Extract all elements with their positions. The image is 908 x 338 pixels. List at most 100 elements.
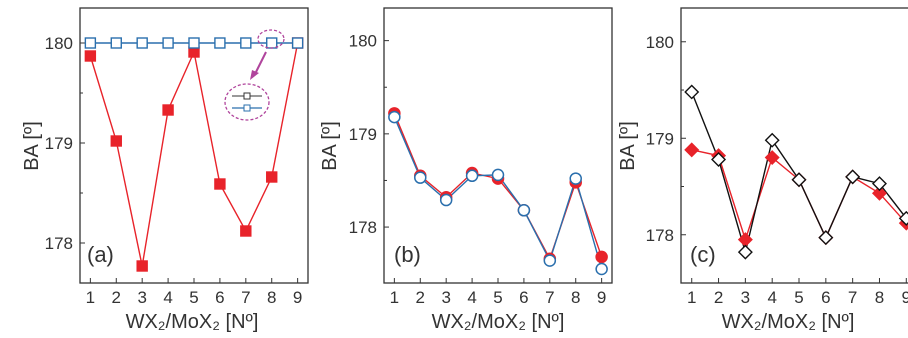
panel-b-series-1-point [595, 250, 608, 264]
callout-legend-marker-1 [243, 92, 251, 100]
panel-a: (a) BA [º] WX₂/MoX₂ [Nº] 1 2 3 4 5 6 7 8 9 178 179… [21, 7, 309, 333]
panel-c-series-1-point [764, 150, 780, 166]
panel-c-series-2-point [711, 152, 727, 167]
panel-b-xtick-label: 8 [571, 288, 580, 307]
panel-a-xtick-label: 4 [163, 288, 172, 307]
panel-c-ytick-label: 178 [646, 226, 674, 245]
panel-c-series-1-point [871, 185, 887, 201]
panel-a-xlabel: WX₂/MoX₂ [Nº] [126, 311, 259, 333]
panel-b-series-2-point [414, 171, 427, 184]
callout-arrow [254, 51, 267, 75]
panel-b-xtick-label: 5 [493, 288, 502, 307]
panel-a-series-2-point [136, 37, 148, 49]
callout-arrowhead [250, 70, 259, 80]
panel-c-xtick-label: 8 [875, 288, 884, 307]
callout-ellipse-small [257, 29, 285, 49]
panel-c: (c) BA [º] WX₂/MoX₂ [Nº] 1 2 3 4 5 6 7 8 9 178 179… [617, 7, 908, 333]
panel-c-ticks: 1 2 3 4 5 6 7 8 9 178 179 180 [646, 33, 908, 307]
panel-b-ytick-label: 178 [349, 218, 377, 237]
panel-a-series-2-point [291, 37, 304, 49]
panel-b-series-2-point [517, 204, 531, 217]
panel-c-xtick-label: 7 [848, 288, 857, 307]
panel-c-xtick-label: 2 [714, 288, 723, 307]
panel-a-series-2-point [110, 37, 122, 49]
panel-b-ytick-label: 179 [349, 125, 377, 144]
panel-a-label: (a) [87, 242, 114, 267]
panel-a-xtick-label: 2 [112, 288, 121, 307]
panel-b: (b) BA [º] WX₂/MoX₂ [Nº] 1 2 3 4 5 6 7 8 9 178 179… [319, 7, 613, 333]
panel-c-series-2-point [898, 210, 908, 226]
panel-b-xtick-label: 1 [390, 288, 399, 307]
panel-a-ytick-label: 179 [45, 134, 73, 153]
panel-b-xtick-label: 9 [597, 288, 606, 307]
panel-a-xtick-label: 6 [215, 288, 224, 307]
panel-c-ylabel: BA [º] [617, 121, 639, 171]
panel-c-series-2-point [764, 132, 780, 148]
panel-b-series-2-point [491, 168, 505, 182]
callout-legend-marker-2 [243, 104, 251, 112]
panel-b-series-1-line [393, 113, 603, 261]
panel-a-series-1-point [162, 104, 174, 116]
panel-a-series-2-point [162, 37, 174, 49]
panel-c-xtick-label: 3 [741, 288, 750, 307]
panel-a-series [84, 37, 304, 272]
panel-c-series [684, 84, 908, 260]
panel-a-series-1-point [240, 225, 252, 237]
panel-b-series-2-point [595, 262, 608, 276]
panel-b-series-2-point [465, 169, 479, 183]
panel-b-ytick-label: 180 [349, 32, 377, 51]
panel-b-xtick-label: 2 [416, 288, 425, 307]
panel-b-series-2-line [393, 116, 603, 270]
panel-c-ytick-label: 179 [646, 129, 674, 148]
panel-c-series-2-point [684, 84, 700, 100]
panel-a-series-1-point [214, 178, 226, 190]
panel-b-xlabel: WX₂/MoX₂ [Nº] [432, 311, 565, 333]
panel-b-series-2-point [439, 193, 453, 207]
panel-c-xtick-label: 9 [902, 288, 908, 307]
panel-c-xlabel: WX₂/MoX₂ [Nº] [722, 311, 855, 333]
panel-c-xtick-label: 5 [794, 288, 803, 307]
panel-a-series-1-point [110, 135, 122, 147]
panel-a-series-2-point [84, 37, 97, 49]
panel-a-series-1-point [136, 260, 148, 272]
panel-c-series-2-point [737, 244, 753, 260]
panel-b-ylabel: BA [º] [319, 121, 341, 171]
panel-c-series-1-point [684, 142, 700, 158]
panel-b-series-2-point [388, 110, 401, 124]
panel-c-frame [680, 7, 908, 284]
panel-b-series [388, 107, 608, 276]
panel-b-series-2-point [569, 172, 582, 185]
panel-c-series-2-point [845, 169, 861, 185]
panel-b-label: (b) [394, 242, 421, 267]
panel-a-series-2-point [266, 37, 278, 49]
panel-a-series-1-line [89, 42, 299, 267]
panel-b-ticks: 1 2 3 4 5 6 7 8 9 178 179 180 [349, 32, 607, 307]
panel-a-ytick-label: 178 [45, 234, 73, 253]
panel-a-series-2-point [240, 37, 252, 49]
panel-a-series-1-point [84, 50, 97, 62]
panel-a-ytick-label: 180 [45, 34, 73, 53]
panel-a-xtick-label: 3 [137, 288, 146, 307]
panel-c-series-2-point [871, 176, 887, 192]
panel-a-ylabel: BA [º] [21, 121, 43, 171]
panel-a-series-2-point [188, 37, 200, 49]
panel-c-ytick-label: 180 [646, 33, 674, 52]
panel-c-xtick-label: 4 [767, 288, 776, 307]
zoom-callout [224, 29, 285, 121]
panel-c-xtick-label: 6 [821, 288, 830, 307]
panel-a-series-1-point [266, 171, 278, 183]
panel-b-series-2-point [543, 254, 557, 267]
panel-a-series-2-point [214, 37, 226, 49]
panel-a-xtick-label: 7 [241, 288, 250, 307]
panel-a-xtick-label: 5 [189, 288, 198, 307]
panel-b-xtick-label: 6 [519, 288, 528, 307]
panel-a-ticks: 1 2 3 4 5 6 7 8 9 178 179 180 [45, 34, 303, 307]
panel-a-xtick-label: 9 [293, 288, 302, 307]
panel-c-series-2-point [791, 172, 807, 188]
panel-b-xtick-label: 7 [545, 288, 554, 307]
panel-b-xtick-label: 3 [441, 288, 450, 307]
callout-ellipse-large [224, 83, 270, 121]
panel-c-label: (c) [690, 242, 716, 267]
panel-c-series-2-point [818, 230, 834, 246]
panel-a-xtick-label: 8 [267, 288, 276, 307]
